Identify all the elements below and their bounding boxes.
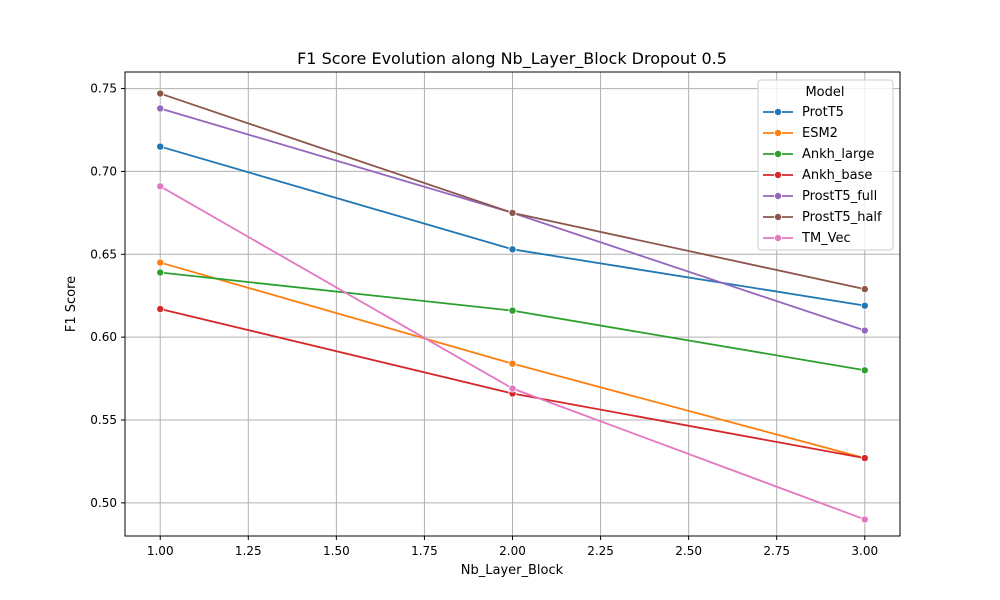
data-point <box>860 301 869 310</box>
legend-box <box>757 79 894 251</box>
y-tick-label: 0.65 <box>90 247 117 261</box>
x-tick-label: 2.75 <box>763 544 790 558</box>
data-point <box>508 208 517 217</box>
legend-swatch-marker <box>774 108 783 117</box>
legend-item: TM_Vec <box>763 231 851 246</box>
x-tick-label: 1.50 <box>323 544 350 558</box>
x-axis-ticks: 1.00 1.25 1.50 1.75 2.00 2.25 2.50 2.75 3.00 <box>147 536 878 558</box>
data-point <box>508 359 517 368</box>
legend-item: Ankh_base <box>763 168 872 183</box>
legend-title: Model <box>805 85 844 100</box>
data-point <box>860 515 869 524</box>
legend-swatch-marker <box>774 170 783 179</box>
legend-item: ProtT5 <box>763 105 844 120</box>
data-point <box>860 454 869 463</box>
x-tick-label: 2.25 <box>587 544 614 558</box>
y-tick-label: 0.55 <box>90 413 117 427</box>
data-point <box>156 89 165 98</box>
y-tick-label: 0.75 <box>90 82 117 96</box>
data-point <box>156 182 165 191</box>
series-prott5 <box>156 142 869 310</box>
y-axis-ticks: 0.50 0.55 0.60 0.65 0.70 0.75 <box>90 82 125 510</box>
y-tick-label: 0.60 <box>90 330 117 344</box>
x-tick-label: 2.50 <box>675 544 702 558</box>
y-axis-label: F1 Score <box>64 276 79 332</box>
series-ankh-large <box>156 268 869 375</box>
legend-label: ProstT5_half <box>802 210 882 225</box>
x-tick-label: 1.75 <box>411 544 438 558</box>
x-tick-label: 2.00 <box>499 544 526 558</box>
legend-label: Ankh_large <box>802 147 874 162</box>
legend-label: ProstT5_full <box>802 189 877 204</box>
legend-label: Ankh_base <box>802 168 872 183</box>
data-point <box>156 258 165 267</box>
series-layer <box>156 89 869 524</box>
data-point <box>156 104 165 113</box>
data-point <box>508 384 517 393</box>
legend-item: ESM2 <box>763 126 838 141</box>
legend-item: ProstT5_half <box>763 210 882 225</box>
data-point <box>156 304 165 313</box>
legend-swatch-marker <box>774 212 783 221</box>
x-axis-label: Nb_Layer_Block <box>461 563 564 578</box>
legend-swatch-marker <box>774 149 783 158</box>
legend-item: Ankh_large <box>763 147 874 162</box>
y-tick-label: 0.70 <box>90 164 117 178</box>
legend-label: ESM2 <box>802 126 838 141</box>
series-prostt5-half <box>156 89 869 294</box>
legend-swatch-marker <box>774 191 783 200</box>
series-tm-vec <box>156 182 869 524</box>
x-tick-label: 1.25 <box>235 544 262 558</box>
data-point <box>156 268 165 277</box>
legend-swatch-marker <box>774 128 783 137</box>
x-tick-label: 3.00 <box>851 544 878 558</box>
y-tick-label: 0.50 <box>90 496 117 510</box>
legend-label: ProtT5 <box>802 105 844 120</box>
chart-title: F1 Score Evolution along Nb_Layer_Block … <box>297 49 727 69</box>
x-tick-label: 1.00 <box>147 544 174 558</box>
legend-item: ProstT5_full <box>763 189 877 204</box>
data-point <box>860 285 869 294</box>
data-point <box>508 245 517 254</box>
data-point <box>860 366 869 375</box>
legend-label: TM_Vec <box>801 231 851 246</box>
legend: Model ProtT5 ESM2 Ankh_large Ankh_base Prost… <box>757 79 894 251</box>
data-point <box>156 142 165 151</box>
legend-swatch-marker <box>774 233 783 242</box>
series-ankh-base <box>156 304 869 463</box>
data-point <box>508 306 517 315</box>
data-point <box>860 326 869 335</box>
